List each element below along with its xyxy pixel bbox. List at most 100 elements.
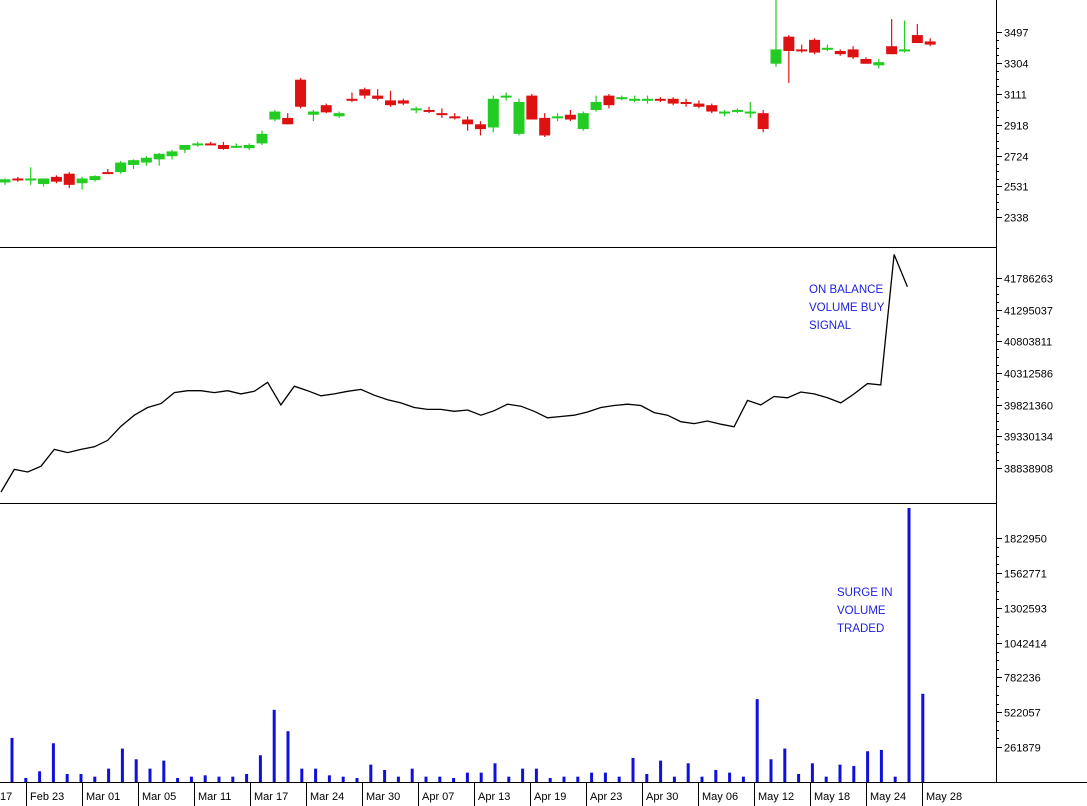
candle (654, 97, 666, 102)
candle-body-up (770, 49, 782, 64)
volume-bar (93, 776, 97, 782)
volume-bar (741, 776, 745, 782)
candle (243, 143, 255, 150)
candle-body-down (63, 173, 75, 185)
candle (12, 176, 24, 182)
candle-body-up (487, 98, 499, 128)
candle-body-down (757, 113, 769, 130)
candle (205, 141, 217, 146)
volume-annotation-line-1: SURGE IN (837, 587, 893, 599)
obv-line (0, 254, 909, 493)
candle (217, 141, 229, 150)
candle-body-down (834, 50, 846, 55)
volume-bar (810, 763, 814, 782)
volume-bar (383, 769, 387, 782)
candle (719, 109, 731, 117)
date-label-13: May 06 (702, 791, 738, 803)
candle-body-up (128, 160, 139, 165)
date-label-0: 17 (0, 791, 12, 803)
candle-body-up (256, 133, 268, 144)
candle (295, 78, 307, 109)
volume-bar (672, 776, 676, 782)
date-label-10: Apr 19 (534, 791, 566, 803)
candle-body-up (307, 111, 319, 115)
volume-bar (576, 776, 580, 782)
volume-bar (645, 773, 649, 782)
candle-body-down (359, 89, 371, 96)
candle-body-down (693, 103, 705, 107)
candle-body-up (577, 113, 589, 130)
volume-bar (893, 776, 897, 782)
candle-body-up (642, 98, 653, 101)
obv-tick-label-3: 40312586 (1004, 369, 1053, 381)
candle (886, 19, 898, 55)
volume-bar (327, 775, 331, 782)
candle-body-up (629, 98, 641, 101)
candle (0, 178, 11, 185)
date-label-5: Mar 17 (254, 791, 288, 803)
volume-bar (534, 768, 538, 782)
candle (38, 178, 50, 187)
volume-bar (783, 748, 787, 782)
candle-body-up (76, 178, 88, 184)
volume-bar (272, 709, 276, 782)
volume-bar (493, 763, 497, 782)
candle-body-down (320, 105, 332, 113)
candle (307, 109, 319, 122)
candle (320, 103, 332, 114)
candle-body-up (179, 145, 191, 150)
date-label-11: Apr 23 (590, 791, 622, 803)
candle (462, 116, 474, 131)
volume-bar (148, 768, 152, 782)
volume-bar (452, 777, 456, 782)
candle (899, 20, 910, 53)
volume-bar (120, 748, 124, 782)
candle (436, 108, 448, 118)
candle (140, 156, 152, 166)
volume-bar (507, 776, 511, 782)
date-label-14: May 12 (758, 791, 794, 803)
volume-bar (465, 772, 469, 782)
volume-bar (24, 777, 28, 782)
volume-bar (79, 773, 83, 782)
candle-body-up (873, 62, 885, 66)
volume-bar (479, 772, 483, 782)
obv-tick-label-1: 41295037 (1004, 306, 1053, 318)
obv-annotation-line-1: ON BALANCE (809, 284, 883, 296)
candle (50, 175, 62, 184)
candle-body-down (205, 143, 217, 146)
candle-body-up (243, 145, 255, 149)
volume-bar (921, 693, 925, 782)
candle (590, 95, 602, 112)
candle-body-down (680, 101, 692, 104)
volume-bar (65, 773, 69, 782)
volume-bar (590, 772, 594, 782)
candle-body-up (552, 116, 564, 119)
candle-body-down (372, 95, 384, 99)
candle-body-up (166, 151, 178, 157)
volume-bar (548, 777, 552, 782)
volume-tick-label-1: 1562771 (1004, 569, 1047, 581)
candle (809, 38, 821, 55)
candle-body-up (38, 178, 50, 185)
candle (731, 108, 743, 114)
volume-bar (189, 776, 193, 782)
date-label-9: Apr 13 (478, 791, 510, 803)
volume-bar (176, 777, 180, 782)
volume-bar (107, 768, 111, 782)
candle-body-down (526, 95, 538, 120)
volume-tick-label-5: 522057 (1004, 708, 1041, 720)
candle (577, 111, 589, 131)
candle-body-up (25, 178, 37, 181)
date-label-4: Mar 11 (198, 791, 231, 803)
volume-bar (728, 772, 732, 782)
candle (564, 109, 576, 122)
candle-body-up (590, 101, 602, 110)
obv-panel: 41786263 41295037 40803811 40312586 39821360… (0, 254, 1053, 493)
candle-body-up (719, 111, 731, 114)
candle-body-down (102, 172, 114, 175)
volume-bar (231, 776, 235, 782)
candle (834, 49, 846, 56)
date-label-2: Mar 01 (86, 791, 120, 803)
volume-bar (217, 776, 221, 782)
